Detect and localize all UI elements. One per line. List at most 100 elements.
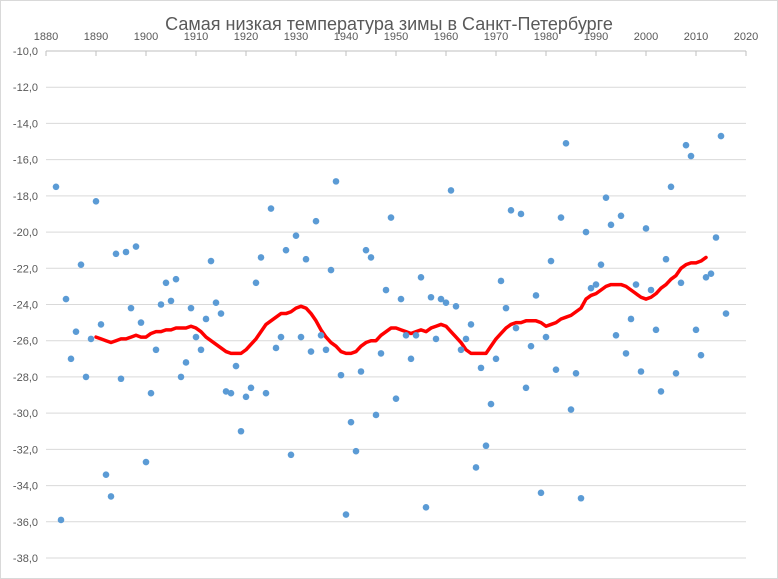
y-tick-label: -16,0 [13,155,38,167]
y-tick-label: -30,0 [13,408,38,420]
data-point [392,395,400,402]
data-point [157,301,165,308]
data-point [102,471,110,479]
x-axis: 1880 1890 1900 1910 1920 1930 1940 1950 1960 1970… [34,31,758,56]
y-tick-label: -34,0 [13,481,38,493]
data-point [402,331,410,339]
data-point [502,304,510,312]
data-point [132,243,140,250]
data-point [627,315,635,323]
data-points [52,132,730,524]
data-point [577,494,585,502]
data-point [562,140,570,147]
data-point [352,447,360,455]
y-tick-label: -22,0 [13,263,38,275]
x-tick-label: 2010 [684,31,708,43]
data-point [477,364,485,372]
y-tick-label: -24,0 [13,300,38,312]
data-point [382,286,390,294]
data-point [322,346,330,354]
x-tick-label: 1950 [384,31,408,43]
data-point [512,324,520,332]
data-point [612,331,620,339]
data-point [532,292,540,299]
data-point [552,366,560,373]
data-point [302,255,310,263]
data-point [172,275,180,283]
data-point [97,321,105,328]
x-tick-label: 1930 [284,31,308,43]
y-tick-label: -36,0 [13,517,38,529]
data-point [722,310,730,317]
data-point [212,299,220,306]
data-point [62,295,70,303]
data-point [397,295,405,303]
data-point [642,225,650,232]
data-point [87,335,95,343]
data-point [617,212,625,220]
y-tick-label: -38,0 [13,553,38,565]
data-point [127,304,135,312]
data-point [67,355,75,363]
data-point [222,388,230,395]
data-point [462,335,470,343]
data-point [122,248,130,256]
data-point [582,228,590,236]
data-point [92,197,100,205]
data-point [57,516,65,524]
x-tick-label: 1880 [34,31,58,43]
data-point [412,331,420,339]
data-point [422,504,430,511]
data-point [232,362,240,370]
data-point [267,205,275,212]
data-point [527,342,535,350]
data-point [597,261,605,268]
y-tick-label: -10,0 [13,46,38,58]
data-point [602,194,610,201]
data-point [542,333,550,341]
x-tick-label: 1970 [484,31,508,43]
data-point [282,246,290,254]
data-point [572,370,580,377]
data-point [557,214,565,221]
data-point [667,183,675,191]
data-point [417,274,425,281]
data-point [657,388,665,395]
data-point [432,335,440,343]
x-tick-label: 1940 [334,31,358,43]
x-tick-label: 1910 [184,31,208,43]
data-point [252,279,260,287]
data-point [297,333,305,341]
data-point [307,348,315,355]
y-tick-label: -26,0 [13,336,38,348]
x-tick-label: 2020 [734,31,758,43]
data-point [257,254,265,261]
data-point [447,187,455,194]
data-point [702,274,710,281]
x-tick-label: 1960 [434,31,458,43]
data-point [487,400,495,408]
y-axis: -10,0 -12,0 -14,0 -16,0 -18,0 -20,0 -22,0 -24,0… [13,46,38,565]
data-point [112,250,120,258]
data-point [82,373,90,381]
data-point [337,371,345,379]
data-point [367,254,375,261]
data-point [682,141,690,149]
trend-line [94,255,708,356]
data-point [677,279,685,287]
grid-lines [46,50,746,559]
trend-line-path [94,255,708,356]
data-point [147,389,155,397]
data-point [207,257,215,265]
x-tick-label: 1890 [84,31,108,43]
y-tick-label: -14,0 [13,118,38,130]
x-tick-label: 1900 [134,31,158,43]
data-point [142,458,150,466]
data-point [472,464,480,471]
data-point [647,286,655,294]
data-point [712,234,720,241]
y-tick-label: -32,0 [13,444,38,456]
data-point [347,418,355,426]
data-point [77,261,85,268]
